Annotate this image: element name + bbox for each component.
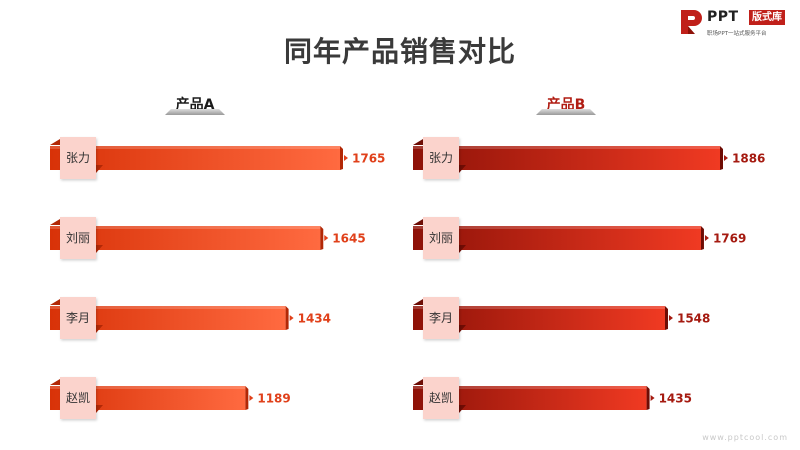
bar-row-b-2: 李月 1548 [413,297,710,339]
bar-cap-a-2 [285,306,289,330]
value-label-b-2: 1548 [677,312,710,326]
bar-cap-a-0 [340,146,343,170]
value-label-b-0: 1886 [732,152,765,166]
name-tab-a-2 [60,297,96,339]
bar-pointer-b-3 [650,395,655,401]
logo-p-icon [681,10,702,34]
logo-brand-text: PPT [707,9,739,25]
tab-fold-left-b-0 [413,139,423,145]
name-tab-b-1 [423,217,459,259]
category-label-b-3: 赵凯 [429,391,453,405]
category-label-a-0: 张力 [66,151,90,165]
watermark: www.pptcool.com [702,433,788,442]
panel-a-header: 产品A [165,94,225,118]
value-label-a-3: 1189 [257,392,290,406]
tab-fold-right-a-2 [96,325,103,333]
bar-pointer-a-0 [344,155,348,161]
tab-fold-right-b-3 [459,405,466,413]
category-label-b-0: 张力 [429,151,453,165]
bar-cap-a-1 [320,226,324,250]
page-title: 同年产品销售对比 [283,35,516,68]
bar-row-b-0: 张力 1886 [413,137,765,179]
tab-fold-right-b-0 [459,165,466,173]
tab-fold-left-a-3 [50,379,60,385]
bar-highlight-a-3 [50,386,246,389]
logo-tag: 版式库 [749,10,785,25]
bar-cap-b-0 [720,146,723,170]
tab-fold-right-a-3 [96,405,103,413]
bar-pointer-b-0 [724,155,728,161]
value-label-b-1: 1769 [713,232,746,246]
bar-row-a-0: 张力 1765 [50,137,385,179]
category-label-b-2: 李月 [429,310,453,325]
bar-row-a-3: 赵凯 1189 [50,377,291,419]
tab-fold-left-b-3 [413,379,423,385]
category-label-a-2: 李月 [66,310,90,325]
tab-fold-right-a-0 [96,165,103,173]
panel-b-header: 产品B [536,94,596,118]
bar-pointer-b-2 [668,315,673,321]
name-tab-b-0 [423,137,459,179]
bar-pointer-a-3 [249,395,254,401]
tab-fold-left-b-2 [413,299,423,305]
bar-pointer-b-1 [704,235,709,241]
name-tab-b-2 [423,297,459,339]
name-tab-b-3 [423,377,459,419]
bar-highlight-b-2 [413,306,665,309]
category-label-b-1: 刘丽 [429,231,453,245]
bar-cap-a-3 [245,386,249,410]
name-tab-a-3 [60,377,96,419]
tab-fold-left-a-1 [50,219,60,225]
tab-fold-left-b-1 [413,219,423,225]
brand-logo: PPT 版式库 职场PPT一站式服务平台 [679,8,795,40]
category-label-a-3: 赵凯 [66,391,90,405]
bar-cap-b-1 [700,226,704,250]
name-tab-a-1 [60,217,96,259]
panel-b-header-underline [536,109,596,115]
bar-pointer-a-1 [324,235,329,241]
bar-highlight-a-2 [50,306,286,309]
bar-cap-b-2 [664,306,668,330]
name-tab-a-0 [60,137,96,179]
bar-row-a-2: 李月 1434 [50,297,331,339]
bar-row-b-3: 赵凯 1435 [413,377,692,419]
tab-fold-right-b-1 [459,245,466,253]
tab-fold-left-a-0 [50,139,60,145]
tab-fold-right-b-2 [459,325,466,333]
bar-cap-b-3 [646,386,650,410]
panel-a-header-underline [165,109,225,115]
category-label-a-1: 刘丽 [66,231,90,245]
tab-fold-left-a-2 [50,299,60,305]
value-label-a-0: 1765 [352,152,385,166]
value-label-a-1: 1645 [332,232,365,246]
bar-highlight-b-3 [413,386,647,389]
bar-highlight-b-0 [413,146,720,149]
bar-row-a-1: 刘丽 1645 [50,217,366,259]
bar-highlight-b-1 [413,226,701,229]
logo-subtitle: 职场PPT一站式服务平台 [707,31,767,37]
value-label-b-3: 1435 [659,392,692,406]
bar-pointer-a-2 [289,315,294,321]
tab-fold-right-a-1 [96,245,103,253]
value-label-a-2: 1434 [298,312,331,326]
bar-highlight-a-0 [50,146,340,149]
bar-highlight-a-1 [50,226,321,229]
bar-row-b-1: 刘丽 1769 [413,217,746,259]
